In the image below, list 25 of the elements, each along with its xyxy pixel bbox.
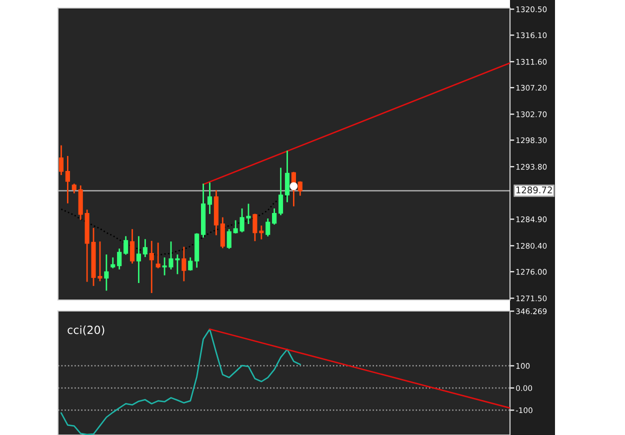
candlestick bbox=[110, 257, 116, 268]
candlestick bbox=[182, 246, 186, 282]
candlestick bbox=[65, 156, 70, 204]
candlestick bbox=[298, 181, 302, 196]
candlestick bbox=[252, 214, 258, 242]
candlestick bbox=[142, 239, 148, 258]
candlestick bbox=[124, 236, 128, 255]
candlestick bbox=[156, 242, 160, 268]
candlestick bbox=[278, 168, 284, 216]
ref-line-label: 1289.72 bbox=[516, 186, 552, 194]
candlestick bbox=[220, 217, 225, 248]
candlestick bbox=[259, 226, 264, 240]
candlestick bbox=[272, 208, 277, 225]
candlestick bbox=[188, 257, 193, 271]
candlestick bbox=[266, 218, 270, 236]
candlestick bbox=[226, 229, 232, 249]
candlestick bbox=[149, 240, 154, 294]
candlestick bbox=[117, 248, 122, 270]
candlestick bbox=[130, 229, 135, 264]
candlestick bbox=[207, 182, 212, 214]
text: cci(20) bbox=[68, 325, 104, 336]
candlestick bbox=[58, 145, 64, 176]
candlestick bbox=[284, 150, 290, 202]
candlestick bbox=[104, 254, 109, 291]
candlestick bbox=[136, 236, 141, 283]
